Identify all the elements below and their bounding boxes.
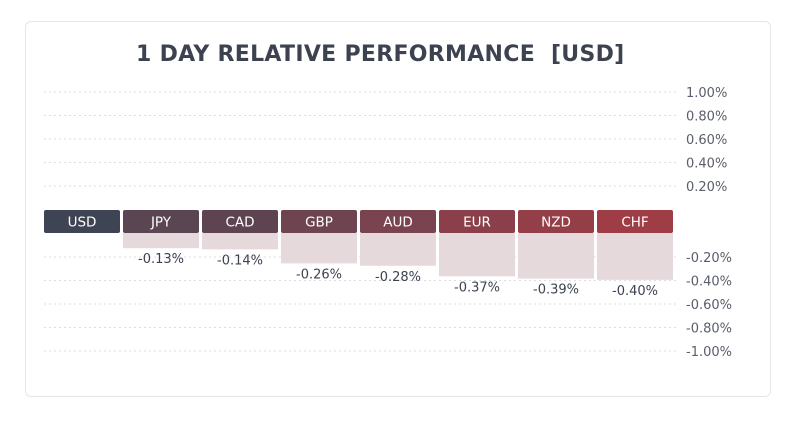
chart-title: 1 DAY RELATIVE PERFORMANCE [USD] [136,42,625,67]
category-label: CAD [225,215,254,231]
category-header [518,210,594,233]
bar [123,233,199,249]
category-header [597,210,673,233]
category-label: NZD [541,215,571,231]
bar [281,233,357,264]
y-tick-label: -0.40% [686,275,732,290]
category-header [281,210,357,233]
data-label: -0.40% [612,284,658,299]
category-label: EUR [463,215,491,231]
y-tick-label: 1.00% [686,86,727,101]
category-header [44,210,120,233]
bar [518,233,594,279]
category-label: AUD [383,215,413,231]
bar [360,233,436,266]
category-label: CHF [621,215,648,231]
data-label: -0.14% [217,253,263,268]
y-tick-label: -0.60% [686,298,732,313]
bar [597,233,673,280]
y-tick-label: -0.20% [686,251,732,266]
data-label: -0.39% [533,283,579,298]
y-tick-label: 0.60% [686,133,727,148]
data-label: -0.28% [375,270,421,285]
category-label: JPY [150,215,172,231]
category-header [439,210,515,233]
y-tick-label: -1.00% [686,345,732,360]
chart-card: 1 DAY RELATIVE PERFORMANCE [USD] [25,21,771,397]
data-label: -0.26% [296,267,342,282]
y-tick-label: 0.20% [686,180,727,195]
category-label: USD [68,215,97,231]
bar [439,233,515,277]
y-tick-label: -0.80% [686,322,732,337]
category-label: GBP [305,215,333,231]
data-label: -0.13% [138,252,184,267]
category-header [360,210,436,233]
y-tick-label: 0.40% [686,157,727,172]
bar [202,233,278,250]
data-label: -0.37% [454,280,500,295]
category-header [202,210,278,233]
y-tick-label: 0.80% [686,110,727,125]
category-header [123,210,199,233]
